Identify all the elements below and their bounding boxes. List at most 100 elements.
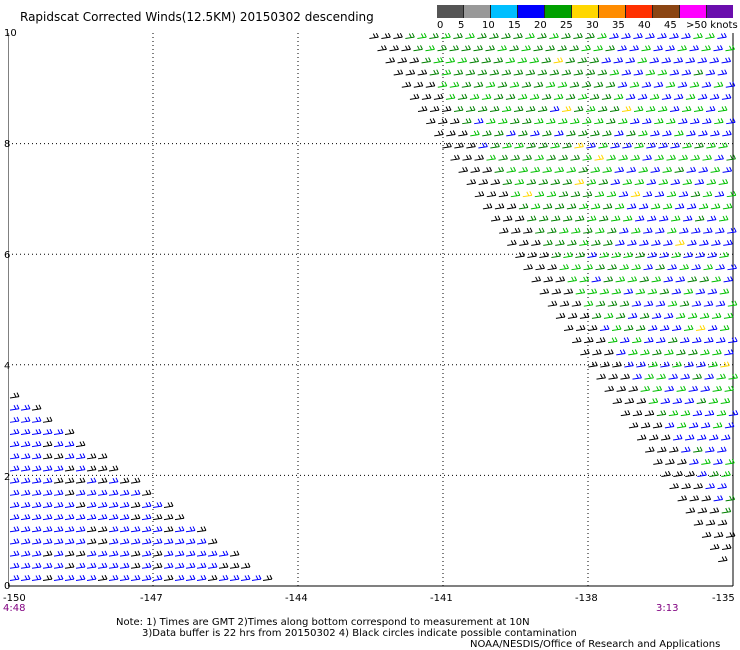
wind-barb bbox=[108, 489, 119, 496]
wind-barb bbox=[86, 453, 97, 460]
wind-barb bbox=[599, 251, 609, 259]
wind-barb bbox=[108, 501, 119, 508]
wind-barb bbox=[640, 422, 651, 429]
wind-barb bbox=[681, 483, 691, 490]
wind-barb bbox=[654, 154, 664, 161]
wind-barb bbox=[119, 526, 130, 533]
wind-barb bbox=[655, 264, 665, 271]
wind-barb bbox=[678, 118, 688, 125]
wind-barb bbox=[647, 324, 658, 332]
wind-barb bbox=[557, 45, 567, 52]
wind-barb bbox=[620, 373, 630, 380]
wind-barb bbox=[700, 385, 711, 392]
wind-barb bbox=[555, 276, 566, 283]
wind-barb bbox=[543, 239, 553, 246]
wind-barb bbox=[698, 203, 709, 210]
wind-barb bbox=[490, 215, 501, 222]
wind-barb bbox=[53, 501, 64, 508]
wind-barb bbox=[581, 45, 591, 52]
wind-barb bbox=[585, 69, 596, 76]
wind-barb bbox=[174, 550, 185, 557]
wind-barb bbox=[686, 130, 696, 137]
wind-barb bbox=[130, 574, 141, 581]
wind-barb bbox=[525, 105, 536, 113]
wind-barb bbox=[53, 574, 64, 581]
wind-barb bbox=[628, 349, 638, 356]
wind-barb bbox=[75, 477, 86, 484]
wind-barb bbox=[515, 251, 525, 259]
wind-barb bbox=[513, 33, 523, 40]
wind-barb bbox=[429, 69, 440, 76]
wind-barb bbox=[645, 446, 655, 453]
wind-barb bbox=[413, 45, 423, 52]
wind-barb bbox=[498, 191, 509, 198]
wind-barb bbox=[453, 69, 464, 76]
wind-barb bbox=[562, 142, 572, 149]
wind-barb bbox=[626, 203, 637, 210]
wind-barb bbox=[689, 81, 700, 88]
wind-barb bbox=[578, 203, 589, 210]
wind-barb bbox=[649, 93, 660, 100]
wind-barb bbox=[565, 93, 576, 100]
wind-barb bbox=[119, 501, 130, 508]
wind-barb bbox=[446, 130, 456, 137]
wind-barb bbox=[662, 203, 673, 210]
wind-barb bbox=[425, 81, 436, 88]
wind-barb bbox=[86, 465, 97, 472]
wind-barb bbox=[679, 227, 689, 234]
wind-barb bbox=[634, 215, 645, 222]
wind-barb bbox=[549, 33, 559, 40]
wind-barb bbox=[712, 385, 723, 392]
wind-barb bbox=[699, 276, 710, 283]
legend-label: 0 bbox=[437, 20, 444, 31]
wind-barb bbox=[606, 191, 617, 198]
wind-barb bbox=[685, 470, 695, 478]
wind-barb bbox=[715, 300, 726, 307]
wind-barb bbox=[634, 178, 645, 186]
wind-barb bbox=[567, 312, 578, 319]
wind-barb bbox=[493, 93, 504, 100]
footnote-line-2: 3)Data buffer is 22 hrs from 20150302 4)… bbox=[142, 628, 577, 639]
legend-swatch bbox=[707, 5, 733, 18]
wind-barb bbox=[505, 57, 516, 64]
wind-barb bbox=[498, 118, 508, 125]
wind-barb bbox=[64, 501, 75, 508]
wind-barb bbox=[421, 93, 432, 100]
wind-barb bbox=[709, 543, 720, 550]
legend-label: >50 knots bbox=[686, 20, 738, 31]
wind-barb bbox=[711, 312, 722, 319]
wind-barb bbox=[613, 57, 624, 64]
wind-barb bbox=[671, 251, 681, 259]
wind-barb bbox=[725, 458, 735, 465]
wind-barb bbox=[722, 203, 733, 210]
wind-barb bbox=[75, 526, 86, 533]
wind-barb bbox=[717, 519, 728, 526]
wind-barb bbox=[561, 33, 571, 40]
wind-barb bbox=[587, 251, 597, 259]
wind-barb bbox=[551, 288, 562, 295]
wind-barb bbox=[531, 276, 542, 283]
wind-barb bbox=[477, 105, 488, 113]
wind-barb bbox=[681, 69, 692, 76]
wind-barb bbox=[474, 154, 484, 161]
legend-label: 10 bbox=[482, 20, 495, 31]
wind-barb bbox=[64, 514, 75, 521]
wind-barb bbox=[510, 191, 521, 198]
wind-barb bbox=[644, 337, 654, 344]
wind-barb bbox=[627, 312, 638, 319]
wind-barb bbox=[570, 118, 580, 125]
wind-barb bbox=[682, 178, 693, 186]
wind-barb bbox=[9, 562, 20, 569]
wind-barb bbox=[582, 191, 593, 198]
wind-barb bbox=[571, 300, 582, 307]
wind-barb bbox=[369, 33, 379, 40]
wind-barb bbox=[670, 178, 681, 186]
wind-barb bbox=[629, 45, 639, 52]
wind-barb bbox=[541, 93, 552, 100]
wind-barb bbox=[163, 562, 174, 569]
wind-barb bbox=[75, 514, 86, 521]
wind-barb bbox=[86, 538, 97, 545]
wind-barb bbox=[702, 154, 712, 161]
wind-barb bbox=[550, 178, 561, 186]
wind-barb bbox=[64, 428, 75, 435]
